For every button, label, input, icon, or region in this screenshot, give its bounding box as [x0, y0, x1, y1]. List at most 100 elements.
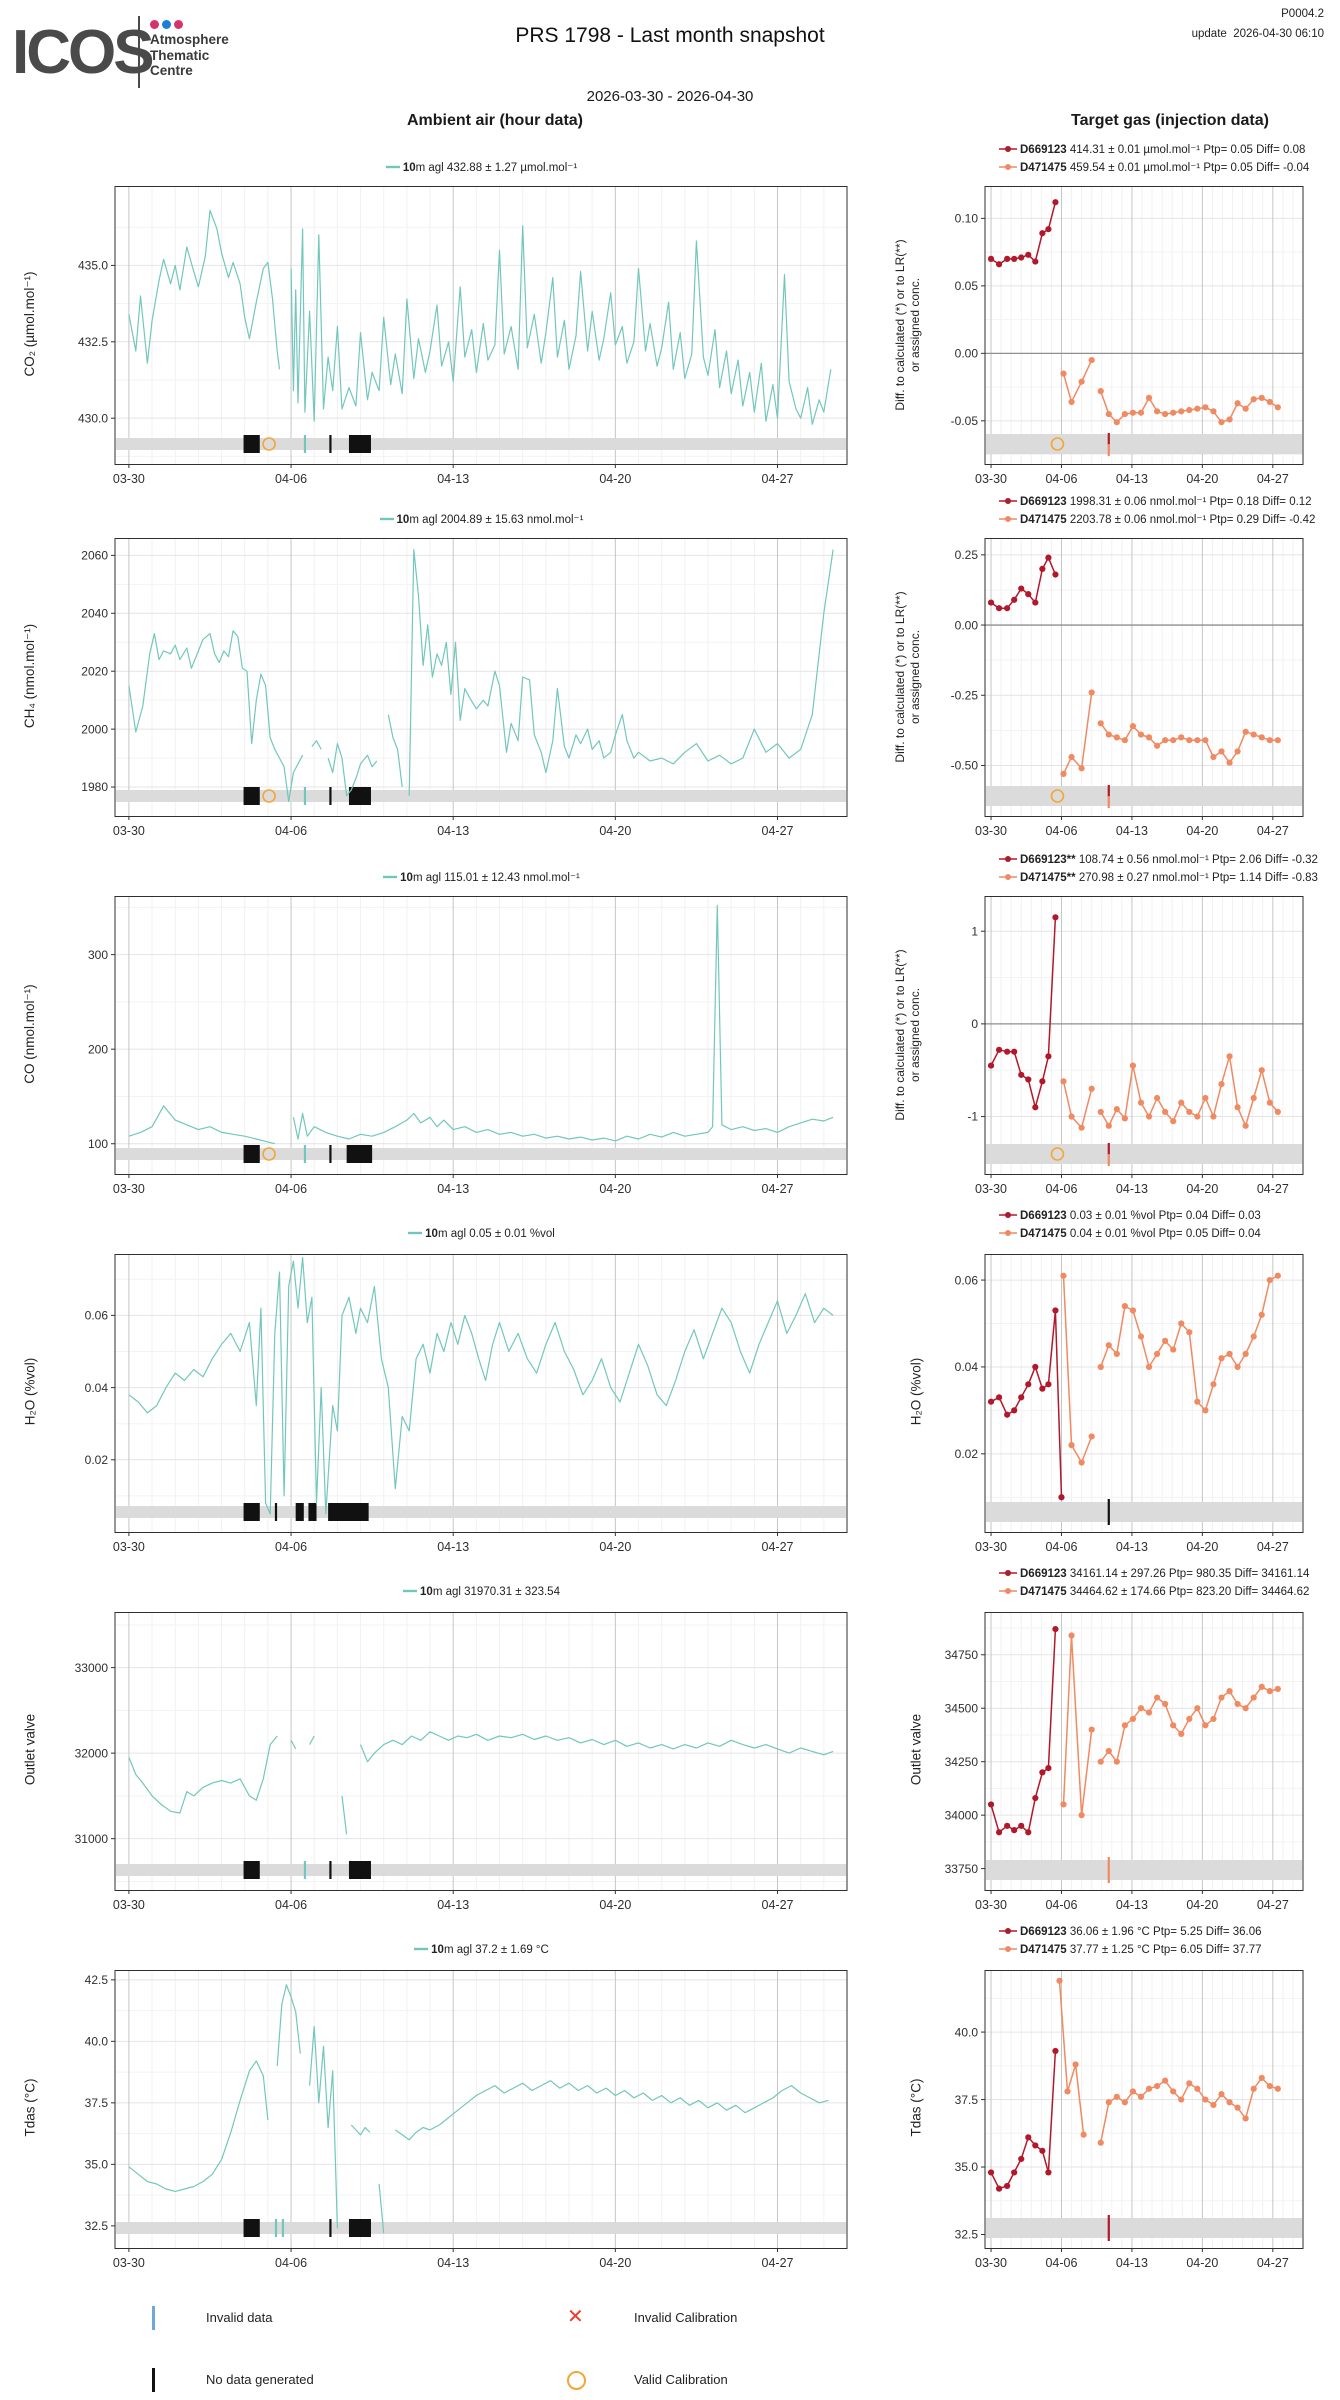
- series-10m agl: [128, 1257, 834, 1515]
- status-tick: [274, 2219, 278, 2237]
- no-data-block: [243, 2219, 260, 2237]
- status-tick: [1107, 1143, 1110, 1155]
- x-tick-label: 04-06: [275, 1898, 307, 1912]
- logo-dots-icon: [150, 16, 186, 34]
- y-tick-label: 2020: [81, 664, 108, 678]
- status-tick: [303, 1861, 307, 1879]
- series-D471475: [1060, 1632, 1281, 1819]
- series-10m agl: [128, 209, 832, 425]
- no-data-block: [243, 787, 260, 805]
- y-tick-label: 32000: [75, 1746, 109, 1760]
- y-tick-label: 33750: [945, 1862, 979, 1876]
- series-D471475: [1060, 689, 1281, 777]
- status-tick: [1107, 796, 1110, 808]
- chart-legend: D471475 34464.62 ± 174.66 Ptp= 823.20 Di…: [998, 1586, 1309, 1598]
- x-tick-label: 04-27: [762, 1182, 794, 1196]
- series-10m agl: [128, 1731, 834, 1835]
- x-tick-label: 04-20: [599, 1540, 631, 1554]
- x-tick-label: 03-30: [975, 1182, 1007, 1196]
- chart-h2o-target: 0.06 0.04 0.02 03-30 04-06 04-13 04-20 04-27: [955, 1254, 1304, 1554]
- chart-co-ambient: 300 200 100 03-30 04-06 04-13 04-20 04-27: [88, 896, 848, 1196]
- x-tick-label: 03-30: [113, 472, 145, 486]
- chart-legend: D471475 37.77 ± 1.25 °C Ptp= 6.05 Diff= …: [998, 1944, 1262, 1956]
- legend-series-marker-icon: [999, 874, 1017, 880]
- legend-series-marker-icon: [999, 164, 1017, 170]
- status-tick: [329, 1861, 332, 1879]
- x-tick-label: 04-20: [599, 1898, 631, 1912]
- no-data-block: [348, 435, 371, 453]
- y-tick-label: 0.25: [955, 548, 979, 562]
- y-tick-label: 0.10: [955, 212, 979, 226]
- x-tick-label: 03-30: [113, 824, 145, 838]
- chart-ch4-target: 0.25 0.00 -0.25 -0.50 03-30 04-06 04-13 04-20 04…: [951, 538, 1304, 838]
- y-tick-label: 35.0: [955, 2160, 979, 2174]
- x-tick-label: 03-30: [113, 1898, 145, 1912]
- series-D471475: [1060, 356, 1281, 426]
- x-tick-label: 04-27: [1257, 1898, 1289, 1912]
- chart-legend: D669123 1998.31 ± 0.06 nmol.mol⁻¹ Ptp= 0…: [998, 494, 1312, 508]
- y-tick-label: 435.0: [78, 259, 108, 273]
- y-axis-label: Diff. to calculated (*) or to LR(**) or a…: [893, 239, 922, 411]
- x-tick-label: 04-13: [1116, 1182, 1148, 1196]
- footer-legend-label: Invalid data: [206, 2310, 273, 2325]
- legend-series-marker-icon: [999, 498, 1017, 504]
- series-D471475: [1060, 1272, 1281, 1466]
- no-data-block: [243, 1145, 260, 1163]
- x-tick-label: 04-13: [1116, 2256, 1148, 2270]
- legend-series-marker-icon: [999, 856, 1017, 862]
- status-bar: [986, 2215, 1302, 2241]
- y-tick-label: 32.5: [85, 2219, 109, 2233]
- status-bar: [986, 1499, 1302, 1525]
- axes: 0.25 0.00 -0.25 -0.50 03-30 04-06 04-13 04-20 04…: [951, 548, 1289, 838]
- series-10m agl: [128, 549, 834, 803]
- x-tick-label: 04-13: [1116, 472, 1148, 486]
- status-bar: [116, 1145, 846, 1163]
- y-tick-label: 0.06: [85, 1309, 109, 1323]
- x-tick-label: 04-06: [275, 472, 307, 486]
- grid: [115, 538, 847, 816]
- legend-line-swatch-icon: [379, 517, 394, 521]
- status-tick: [274, 1503, 278, 1521]
- legend-line-swatch-icon: [414, 1947, 429, 1951]
- y-tick-label: 42.5: [85, 1973, 109, 1987]
- chart-tdas-ambient: 42.5 40.0 37.5 35.0 32.5 03-30 04-06 04-13 04-20…: [85, 1970, 848, 2270]
- chart-co2-target: 0.10 0.05 0.00 -0.05 03-30 04-06 04-13 04-20 04-…: [951, 186, 1304, 486]
- x-tick-label: 04-06: [1045, 1182, 1077, 1196]
- y-tick-label: 0.00: [955, 347, 979, 361]
- invalid-calibration-icon: ✕: [567, 2306, 584, 2328]
- y-tick-label: 37.5: [955, 2093, 979, 2107]
- x-tick-label: 03-30: [975, 472, 1007, 486]
- chart-co2-ambient: 435.0 432.5 430.0 03-30 04-06 04-13 04-20 04-27: [78, 186, 848, 486]
- x-tick-label: 04-13: [437, 1898, 469, 1912]
- x-tick-label: 04-27: [762, 472, 794, 486]
- x-tick-label: 03-30: [975, 1898, 1007, 1912]
- chart-legend: D471475 0.04 ± 0.01 %vol Ptp= 0.05 Diff=…: [998, 1228, 1261, 1240]
- legend-series-marker-icon: [999, 1212, 1017, 1218]
- x-tick-label: 04-27: [1257, 2256, 1289, 2270]
- x-tick-label: 03-30: [975, 1540, 1007, 1554]
- left-column-title: Ambient air (hour data): [406, 112, 584, 129]
- x-tick-label: 03-30: [975, 2256, 1007, 2270]
- axes: 0.06 0.04 0.02 03-30 04-06 04-13 04-20 04-27: [85, 1309, 794, 1554]
- chart-co-target: 1 0 -1 03-30 04-06 04-13 04-20 04-27: [967, 896, 1304, 1196]
- x-tick-label: 04-13: [1116, 824, 1148, 838]
- status-tick: [1107, 785, 1110, 797]
- y-tick-label: 32.5: [955, 2228, 979, 2242]
- x-tick-label: 04-20: [1186, 1898, 1218, 1912]
- status-tick: [329, 787, 332, 805]
- no-data-block: [295, 1503, 304, 1521]
- no-data-block: [308, 1503, 317, 1521]
- y-axis-label: Outlet valve: [908, 1713, 924, 1786]
- y-tick-label: 0.04: [955, 1360, 979, 1374]
- chart-legend: 10m agl 0.05 ± 0.01 %vol: [115, 1228, 847, 1240]
- report-update: update 2026-04-30 06:10: [1191, 28, 1324, 40]
- chart-legend: 10m agl 2004.89 ± 15.63 nmol.mol⁻¹: [115, 512, 847, 526]
- x-tick-label: 04-27: [762, 1898, 794, 1912]
- legend-series-marker-icon: [999, 1230, 1017, 1236]
- axes: 2060 2040 2020 2000 1980 03-30 04-06 04-13 04-20…: [81, 549, 793, 838]
- x-tick-label: 04-20: [1186, 824, 1218, 838]
- footer-legend-label: Valid Calibration: [634, 2372, 728, 2387]
- y-tick-label: -0.50: [951, 759, 979, 773]
- axes: 0.06 0.04 0.02 03-30 04-06 04-13 04-20 04-27: [955, 1273, 1289, 1554]
- x-tick-label: 04-20: [1186, 472, 1218, 486]
